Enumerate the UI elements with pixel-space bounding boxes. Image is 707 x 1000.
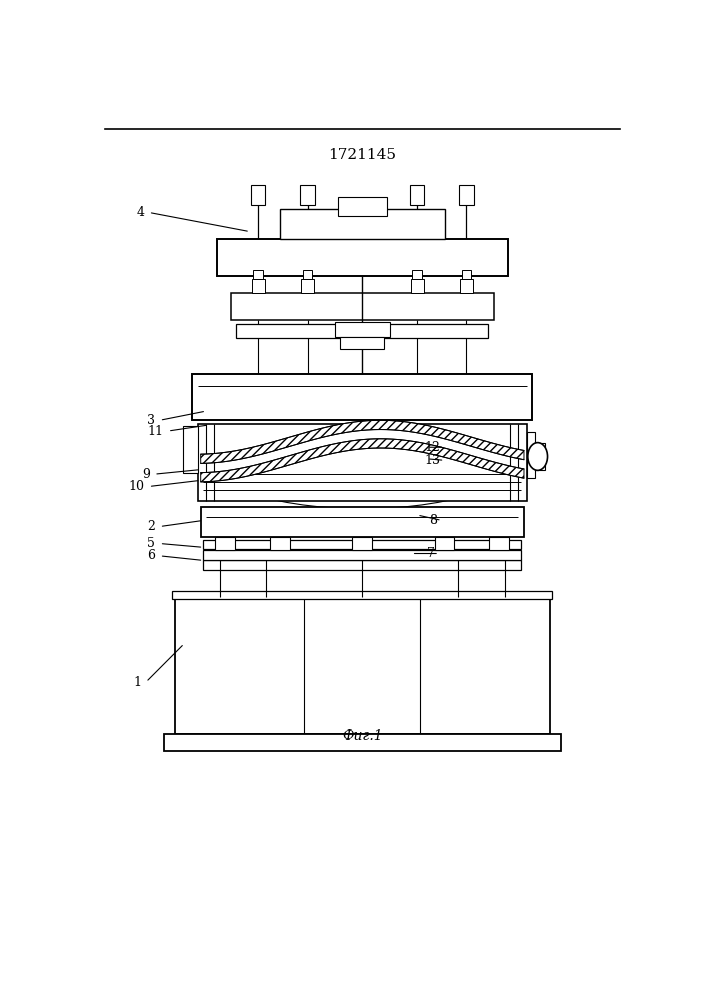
Bar	[198, 424, 527, 501]
Text: 9: 9	[142, 468, 150, 481]
Bar	[201, 507, 524, 537]
Bar	[253, 270, 263, 279]
Bar	[251, 185, 265, 205]
Bar	[192, 374, 532, 420]
Bar	[303, 270, 312, 279]
Bar	[527, 432, 535, 478]
Text: 6: 6	[147, 549, 156, 562]
Text: 5: 5	[147, 537, 156, 550]
Bar	[412, 270, 422, 279]
Text: Фиг.1: Фиг.1	[342, 729, 382, 743]
Text: 11: 11	[148, 425, 163, 438]
Bar	[335, 322, 390, 337]
Bar	[535, 443, 545, 470]
Bar	[164, 734, 561, 751]
Bar	[460, 279, 473, 293]
Text: 2: 2	[147, 520, 156, 533]
Polygon shape	[201, 439, 524, 482]
Bar	[301, 279, 314, 293]
Bar	[460, 185, 474, 205]
Bar	[204, 540, 521, 549]
Bar	[231, 293, 494, 320]
Text: 12: 12	[424, 441, 440, 454]
Bar	[204, 550, 521, 560]
Bar	[217, 239, 508, 276]
Bar	[236, 324, 489, 338]
Bar	[341, 337, 385, 349]
Text: 7: 7	[427, 547, 435, 560]
Bar	[182, 426, 198, 473]
Text: 10: 10	[128, 480, 144, 493]
Bar	[252, 279, 265, 293]
Text: 1721145: 1721145	[328, 148, 397, 162]
Polygon shape	[201, 420, 524, 463]
Bar	[175, 597, 550, 734]
Circle shape	[528, 443, 547, 470]
Bar	[410, 185, 424, 205]
Bar	[300, 185, 315, 205]
Bar	[173, 591, 552, 599]
Bar	[270, 537, 290, 550]
Bar	[280, 209, 445, 239]
Bar	[435, 537, 455, 550]
Bar	[338, 197, 387, 216]
Bar	[353, 537, 372, 550]
Text: 4: 4	[136, 206, 144, 219]
Text: 13: 13	[424, 454, 440, 467]
Bar	[489, 537, 509, 550]
Text: 1: 1	[134, 676, 141, 689]
Bar	[462, 270, 472, 279]
Bar	[411, 279, 423, 293]
Bar	[204, 560, 521, 570]
Text: 3: 3	[147, 414, 156, 427]
Bar	[216, 537, 235, 550]
Text: 8: 8	[429, 514, 438, 527]
